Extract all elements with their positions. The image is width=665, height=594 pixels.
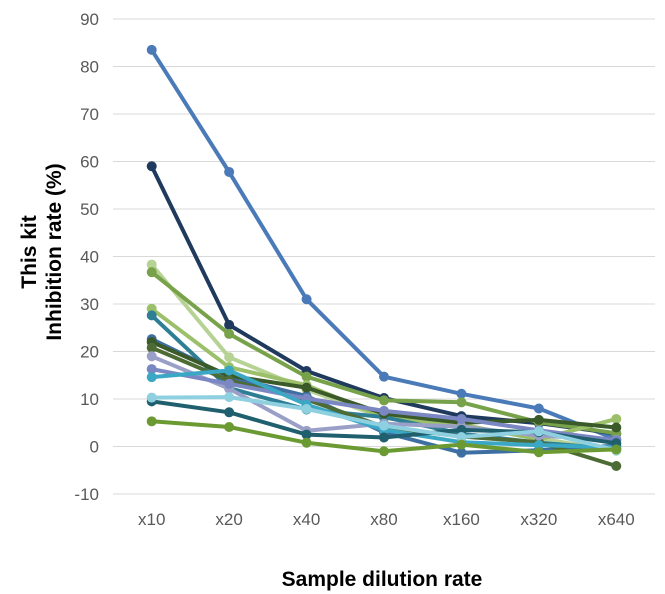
y-tick-label: 20 [80,343,99,362]
data-point [224,319,235,330]
y-tick-label: 40 [80,248,99,267]
data-point [301,403,312,414]
data-point [379,395,389,406]
data-point [533,414,544,425]
data-point [224,166,235,177]
data-point [611,422,622,433]
data-point [146,351,157,362]
data-point [379,371,389,382]
data-point [456,397,467,408]
data-point [146,392,157,403]
data-point [533,440,544,451]
data-point [301,371,312,382]
y-axis-title-line-1: This kit [18,215,41,289]
data-point [456,439,467,450]
data-point [611,413,622,424]
data-point [301,437,312,448]
y-tick-label: 0 [90,438,99,457]
y-axis-title-line-2: Inhibition rate (%) [43,163,66,340]
y-axis-title: This kit Inhibition rate (%) [18,163,66,340]
data-point [224,422,235,433]
data-point [533,447,544,458]
data-point [224,378,235,389]
data-point [611,460,622,471]
y-tick-label: 80 [80,58,99,77]
y-tick-label: 70 [80,105,99,124]
x-tick-label: x40 [293,510,320,529]
x-tick-label: x20 [215,510,242,529]
y-axis-tick-labels: -10 0 10 20 30 40 50 60 70 80 90 [74,10,99,504]
data-point [456,432,467,442]
data-point [146,259,157,270]
x-tick-label: x80 [370,510,397,529]
data-point [533,403,544,414]
data-point [533,426,544,437]
x-axis-tick-labels: x10 x20 x40 x80 x160 x320 x640 [138,510,635,529]
x-tick-label: x10 [138,510,165,529]
data-point [146,416,157,427]
x-axis-title: Sample dilution rate [282,568,483,591]
x-tick-label: x160 [443,510,480,529]
data-point [224,392,235,403]
y-tick-label: 60 [80,153,99,172]
data-point [146,364,157,375]
data-point [146,372,157,383]
data-point [456,424,467,435]
y-tick-label: -10 [74,485,99,504]
data-point [379,420,389,431]
data-point [379,446,389,457]
data-point [146,161,157,172]
data-point [456,413,467,424]
data-point [146,342,157,353]
series-lines [146,44,622,471]
data-point [224,352,235,363]
x-tick-label: x320 [520,510,557,529]
data-point [301,382,312,393]
data-point [611,444,622,455]
data-point [379,432,389,443]
data-point [456,388,467,399]
data-point [379,405,389,416]
data-point [146,310,157,321]
x-tick-label: x640 [598,510,635,529]
data-point [224,365,235,376]
y-tick-label: 30 [80,295,99,314]
data-point [146,267,157,278]
data-point [224,328,235,339]
series-15 [146,416,622,458]
data-point [146,44,157,55]
y-tick-label: 10 [80,390,99,409]
data-point [301,294,312,305]
data-point [224,407,235,418]
data-point [456,447,467,458]
data-point [301,429,312,440]
y-tick-label: 90 [80,10,99,29]
y-tick-label: 50 [80,200,99,219]
